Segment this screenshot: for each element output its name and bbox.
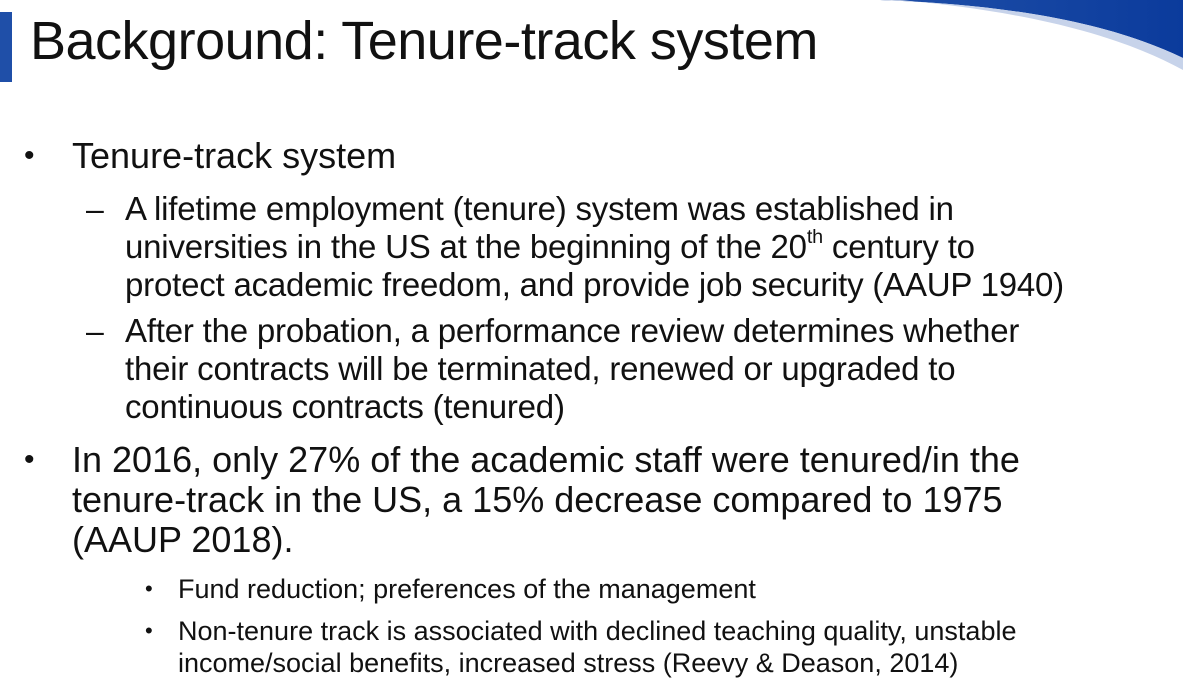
sub-bullet-line: universities in the US at the beginning …: [125, 226, 975, 265]
superscript-th: th: [806, 226, 823, 249]
bullet-line: tenure-track in the US, a 15% decrease c…: [72, 479, 1003, 520]
bullet-marker: •: [24, 139, 35, 172]
header-swoosh-decoration: [880, 0, 1183, 70]
bullet-marker: •: [24, 443, 35, 476]
sub-bullet-line: After the probation, a performance revie…: [125, 312, 1020, 349]
bullet-line: In 2016, only 27% of the academic staff …: [72, 439, 1020, 480]
bullet-line: (AAUP 2018).: [72, 519, 294, 560]
slide-title: Background: Tenure-track system: [30, 11, 818, 71]
sub-bullet-line: A lifetime employment (tenure) system wa…: [125, 190, 954, 227]
dash-marker: –: [86, 191, 104, 227]
sub-bullet-line: Fund reduction; preferences of the manag…: [178, 574, 756, 604]
dash-marker: –: [86, 313, 104, 349]
sub-bullet-line: income/social benefits, increased stress…: [178, 648, 959, 678]
bullet-text: Tenure-track system: [72, 135, 397, 176]
sub-bullet-line: continuous contracts (tenured): [125, 388, 565, 425]
small-bullet-marker: •: [145, 576, 153, 601]
sub-bullet-line: protect academic freedom, and provide jo…: [125, 266, 1064, 303]
sub-bullet-line: Non-tenure track is associated with decl…: [178, 616, 1017, 646]
small-bullet-marker: •: [145, 618, 153, 643]
swoosh-band-dark: [880, 0, 1183, 58]
title-accent-bar: [0, 12, 12, 82]
sub-bullet-line: their contracts will be terminated, rene…: [125, 350, 956, 387]
swoosh-band-light: [880, 0, 1183, 70]
